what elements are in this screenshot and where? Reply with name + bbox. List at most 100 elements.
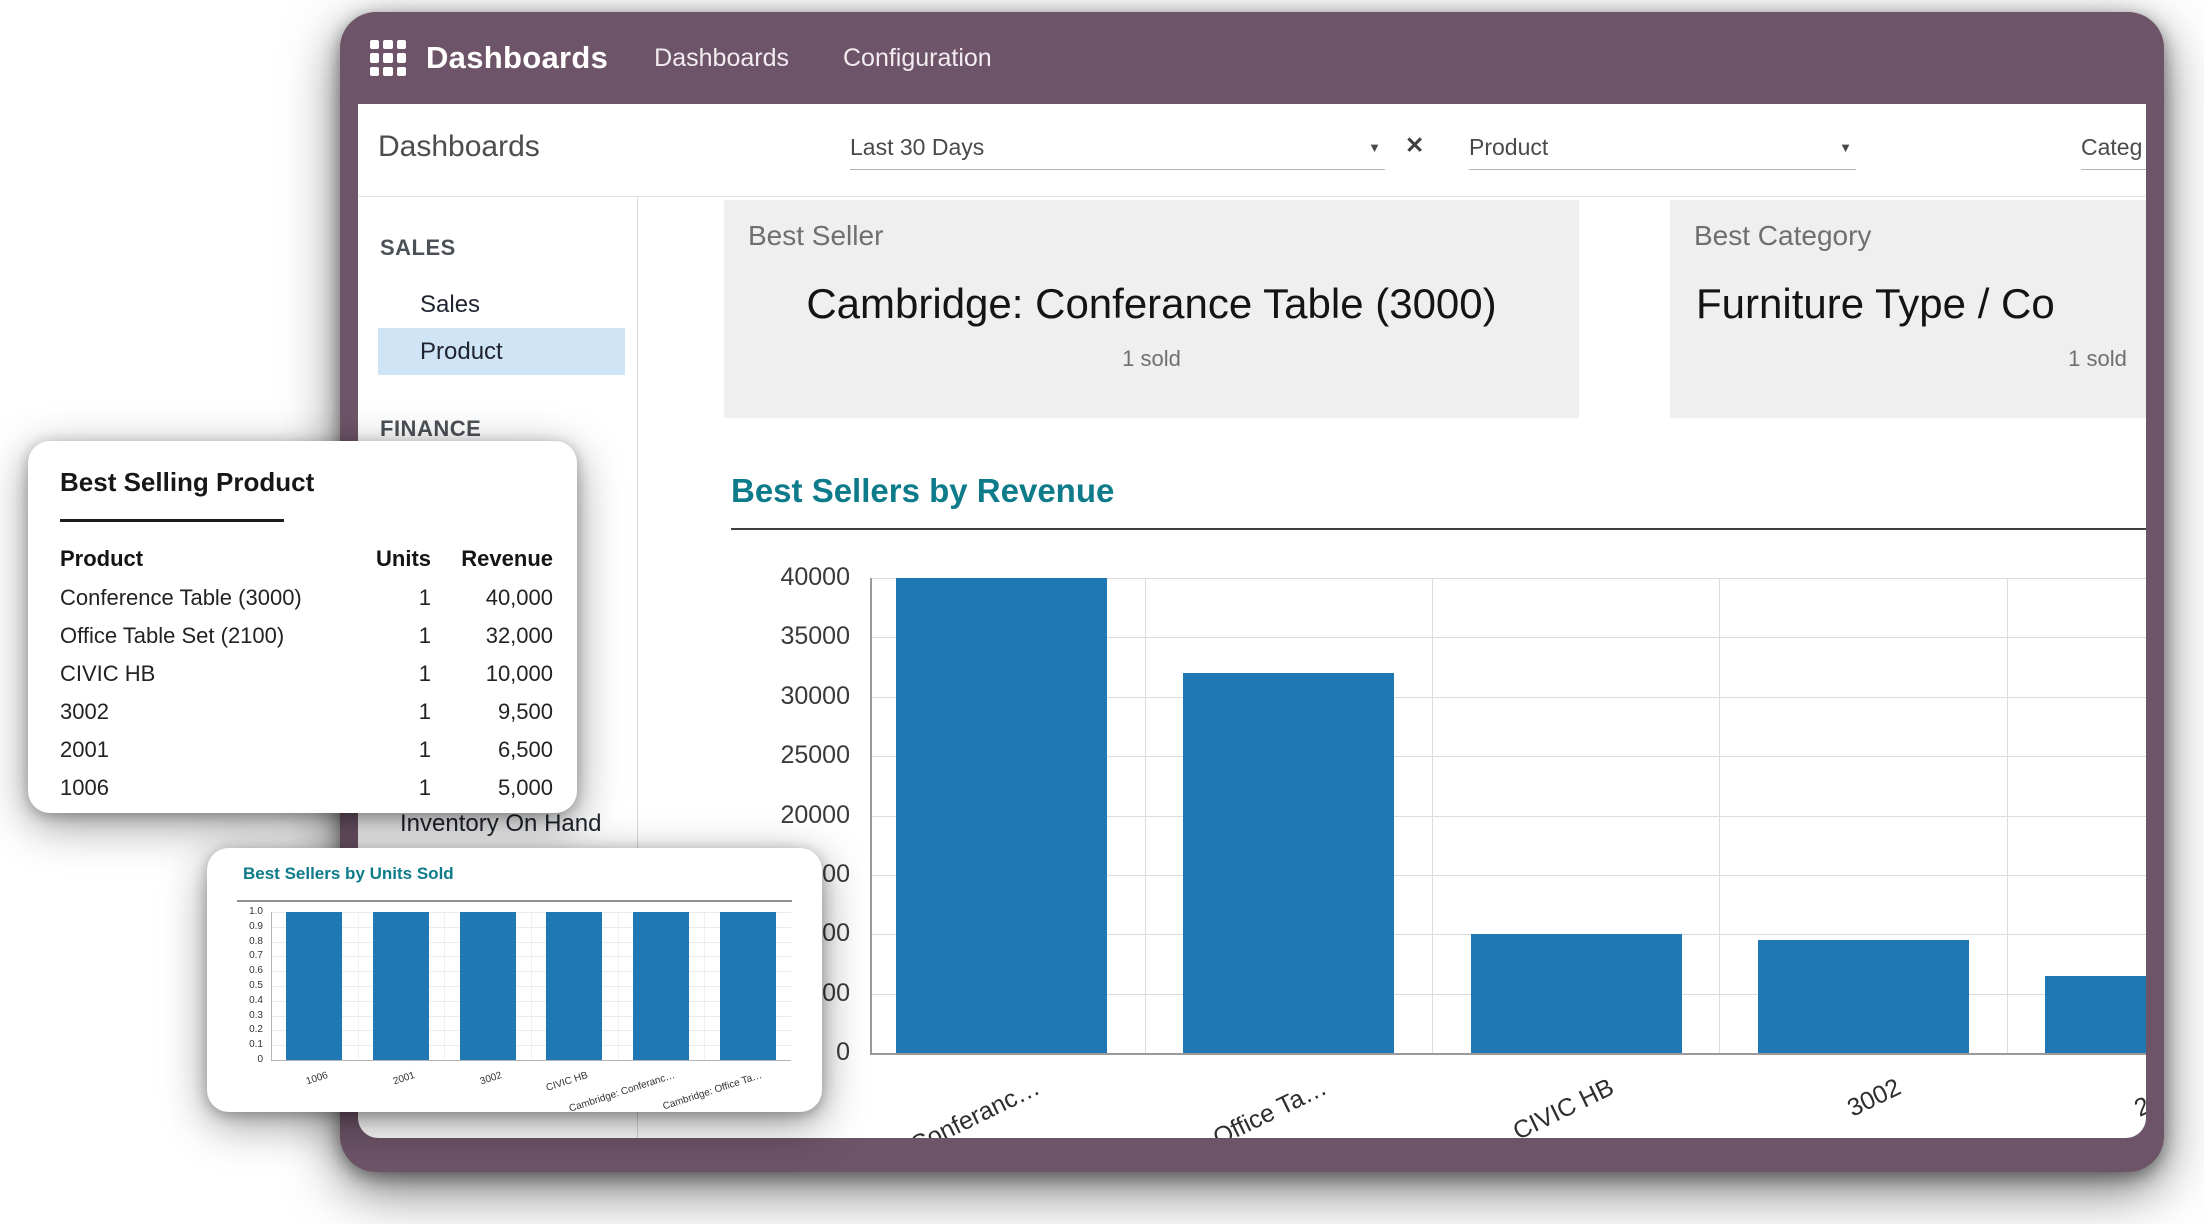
menu-item-configuration[interactable]: Configuration xyxy=(842,43,992,72)
gridline xyxy=(1719,578,1721,1053)
x-tick-label: CIVIC HB xyxy=(1508,1073,1619,1138)
table-row: Conference Table (3000) 1 40,000 xyxy=(60,579,553,617)
gridline xyxy=(271,1015,791,1017)
sidebar-item-inventory-on-hand[interactable]: Inventory On Hand xyxy=(400,810,602,837)
y-tick-label: 0.4 xyxy=(249,994,263,1006)
gridline xyxy=(271,1000,791,1002)
column-product: Product xyxy=(60,546,144,571)
gridline xyxy=(2006,578,2008,1053)
gridline xyxy=(271,926,791,928)
filter-category-value: Categ xyxy=(2081,134,2143,160)
y-tick-label: 0.2 xyxy=(249,1024,263,1036)
cell-units: 1 xyxy=(418,623,431,648)
table-row: 1006 1 5,000 xyxy=(60,769,553,807)
chevron-down-icon[interactable]: ▼ xyxy=(1368,140,1381,155)
y-tick-label: 1.0 xyxy=(249,906,263,917)
top-navbar: Dashboards Dashboards Configuration xyxy=(340,12,2164,104)
y-tick-label: 0 xyxy=(257,1054,263,1065)
cell-product: CIVIC HB xyxy=(60,661,156,686)
cell-revenue: 5,000 xyxy=(497,775,553,800)
gridline xyxy=(271,1030,791,1032)
cell-product: Conference Table (3000) xyxy=(60,585,302,610)
x-tick-label: 3002 xyxy=(1843,1073,1906,1123)
stat-card-subtitle: 1 sold xyxy=(1122,346,1181,371)
stat-card-label: Best Seller xyxy=(748,220,884,251)
control-panel-divider xyxy=(358,196,2146,197)
bar xyxy=(719,912,776,1060)
cell-revenue: 40,000 xyxy=(485,585,553,610)
sidebar-section-finance: FINANCE xyxy=(380,416,482,441)
menu-item-dashboards[interactable]: Dashboards xyxy=(654,43,789,72)
stat-card-best-seller: Best Seller Cambridge: Conferance Table … xyxy=(724,200,1579,418)
gridline xyxy=(870,993,2146,995)
y-tick-label: 0.3 xyxy=(249,1009,263,1021)
y-tick-label: 25000 xyxy=(780,741,850,770)
cell-units: 1 xyxy=(418,775,431,800)
title-underline xyxy=(60,519,284,522)
x-tick-label: 2001 xyxy=(2130,1073,2146,1123)
bar xyxy=(632,912,689,1060)
gridline xyxy=(271,956,791,958)
gridline xyxy=(271,1060,791,1061)
stat-card-best-category: Best Category Furniture Type / Co 1 sold xyxy=(1670,200,2146,418)
gridline xyxy=(870,696,2146,698)
y-tick-label: 0.6 xyxy=(249,965,263,977)
table-row: 2001 1 6,500 xyxy=(60,731,553,769)
gridline xyxy=(271,912,791,913)
filter-date-value: Last 30 Days xyxy=(850,134,985,160)
table-header-row: Product Units Revenue xyxy=(60,539,553,579)
filter-date[interactable]: Last 30 Days ▼ xyxy=(850,126,1385,170)
filter-product-value: Product xyxy=(1469,134,1549,160)
cell-revenue: 6,500 xyxy=(497,737,553,762)
bar xyxy=(459,912,516,1060)
cell-product: 3002 xyxy=(60,699,109,724)
best-selling-product-table: Product Units Revenue Conference Table (… xyxy=(60,539,553,807)
apps-grid-icon[interactable] xyxy=(370,40,406,76)
gridline xyxy=(444,912,446,1060)
app-name[interactable]: Dashboards xyxy=(426,40,609,75)
gridline xyxy=(531,912,532,1060)
cell-units: 1 xyxy=(418,699,431,724)
gridline xyxy=(870,637,2146,639)
sidebar-item-product[interactable]: Product xyxy=(378,328,625,375)
gridline xyxy=(1432,578,1434,1053)
filter-clear-icon[interactable]: ✕ xyxy=(1405,132,1425,158)
units-sold-bar-chart: 0 0.1 0.2 0.3 0.4 0.5 0.6 0.7 0.8 0.9 1.0 1006 2001 3… xyxy=(207,848,822,1115)
revenue-chart-title: Best Sellers by Revenue xyxy=(731,472,1115,509)
table-row: CIVIC HB 1 10,000 xyxy=(60,655,553,693)
stat-card-value: Cambridge: Conferance Table (3000) xyxy=(806,280,1497,327)
sidebar-divider xyxy=(637,197,638,1138)
bar xyxy=(286,912,343,1060)
title-underline xyxy=(237,900,792,902)
gridline xyxy=(870,874,2146,876)
cell-units: 1 xyxy=(418,737,431,762)
page-title: Dashboards xyxy=(378,130,540,163)
units-sold-chart-card: Best Sellers by Units Sold 0 0.1 0.2 0.3 0.4… xyxy=(207,848,822,1115)
sidebar-item-sales[interactable]: Sales xyxy=(420,290,481,318)
gridline xyxy=(704,912,706,1060)
filter-product[interactable]: Product ▼ xyxy=(1469,126,1856,170)
filter-category[interactable]: Categ xyxy=(2081,126,2146,170)
table-body: Conference Table (3000) 1 40,000 Office Tab… xyxy=(60,579,553,807)
y-tick-label: 30000 xyxy=(780,681,850,710)
stat-card-label: Best Category xyxy=(1694,220,1872,251)
y-axis-line xyxy=(870,578,872,1053)
cell-units: 1 xyxy=(418,585,431,610)
y-tick-label: 20000 xyxy=(780,800,850,829)
revenue-chart-rule xyxy=(731,528,2146,530)
cell-revenue: 9,500 xyxy=(497,699,553,724)
bar xyxy=(372,912,429,1060)
gridline xyxy=(271,941,791,943)
stat-card-value: Furniture Type / Co xyxy=(1696,280,2055,327)
y-tick-label: 40000 xyxy=(780,563,850,591)
gridline xyxy=(870,578,2146,579)
cell-revenue: 10,000 xyxy=(485,661,553,686)
best-selling-product-card: Best Selling Product Product Units Reven… xyxy=(28,441,577,813)
stat-card-subtitle: 1 sold xyxy=(2068,346,2127,371)
chevron-down-icon[interactable]: ▼ xyxy=(1839,140,1852,155)
gridline xyxy=(870,934,2146,936)
gridline xyxy=(870,815,2146,817)
y-tick-label: 0.8 xyxy=(249,935,263,947)
units-sold-chart-title: Best Sellers by Units Sold xyxy=(243,864,454,883)
